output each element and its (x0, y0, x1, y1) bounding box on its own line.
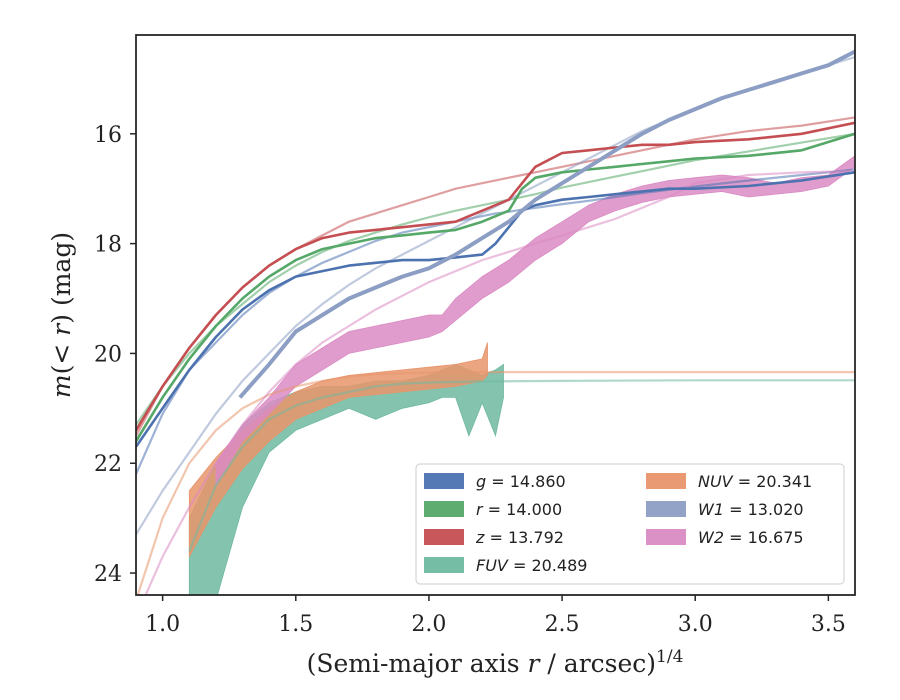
y-axis-ticks: 16 18 20 22 24 (94, 123, 136, 587)
legend-box (415, 463, 845, 585)
x-tick-label: 1.5 (278, 612, 313, 637)
nuv-model-curve (136, 371, 855, 595)
y-tick-label: 16 (94, 123, 122, 148)
r-legend-label: r = 14.000 (476, 500, 562, 519)
y-tick-label: 18 (94, 233, 122, 258)
z-profile-line (136, 121, 855, 431)
x-tick-label: 3.0 (678, 612, 713, 637)
g-legend-label: g = 14.860 (476, 472, 566, 491)
fuv-legend-swatch (424, 557, 464, 573)
g-legend-swatch (424, 473, 464, 489)
w2-legend-label: W2 = 16.675 (698, 528, 804, 547)
legend: g = 14.860 r = 14.000 z = 13.792 FUV = 20.4… (415, 463, 845, 585)
y-tick-label: 20 (94, 342, 122, 367)
g-profile-line (136, 171, 855, 448)
w1-legend-label: W1 = 13.020 (698, 500, 804, 519)
y-axis-label: m(< r) (mag) (47, 232, 76, 398)
nuv-legend-swatch (646, 473, 686, 489)
fuv-legend-label: FUV = 20.489 (476, 556, 587, 575)
x-tick-label: 1.0 (145, 612, 180, 637)
w2-band (215, 155, 855, 487)
y-tick-label: 22 (94, 452, 122, 477)
r-model-curve (136, 132, 855, 426)
z-legend-label: z = 13.792 (475, 528, 564, 547)
r-profile-line (136, 132, 855, 442)
nuv-band (188, 342, 488, 557)
x-axis-label: (Semi-major axis r / arcsec)1/4 (307, 647, 684, 678)
w2-legend-swatch (646, 529, 686, 545)
w2-model-curve (144, 170, 855, 595)
w1-legend-swatch (646, 501, 686, 517)
x-tick-label: 3.5 (811, 612, 846, 637)
fuv-model-curve (188, 379, 855, 552)
x-axis-ticks: 1.0 1.5 2.0 2.5 3.0 3.5 (145, 595, 846, 637)
z-legend-swatch (424, 529, 464, 545)
w1-profile-line (238, 49, 855, 399)
r-legend-swatch (424, 501, 464, 517)
y-tick-label: 24 (94, 562, 122, 587)
x-tick-label: 2.0 (411, 612, 446, 637)
x-tick-label: 2.5 (545, 612, 580, 637)
nuv-legend-label: NUV = 20.341 (698, 472, 812, 491)
plot-frame (135, 34, 856, 596)
profile-lines-layer (136, 49, 855, 448)
